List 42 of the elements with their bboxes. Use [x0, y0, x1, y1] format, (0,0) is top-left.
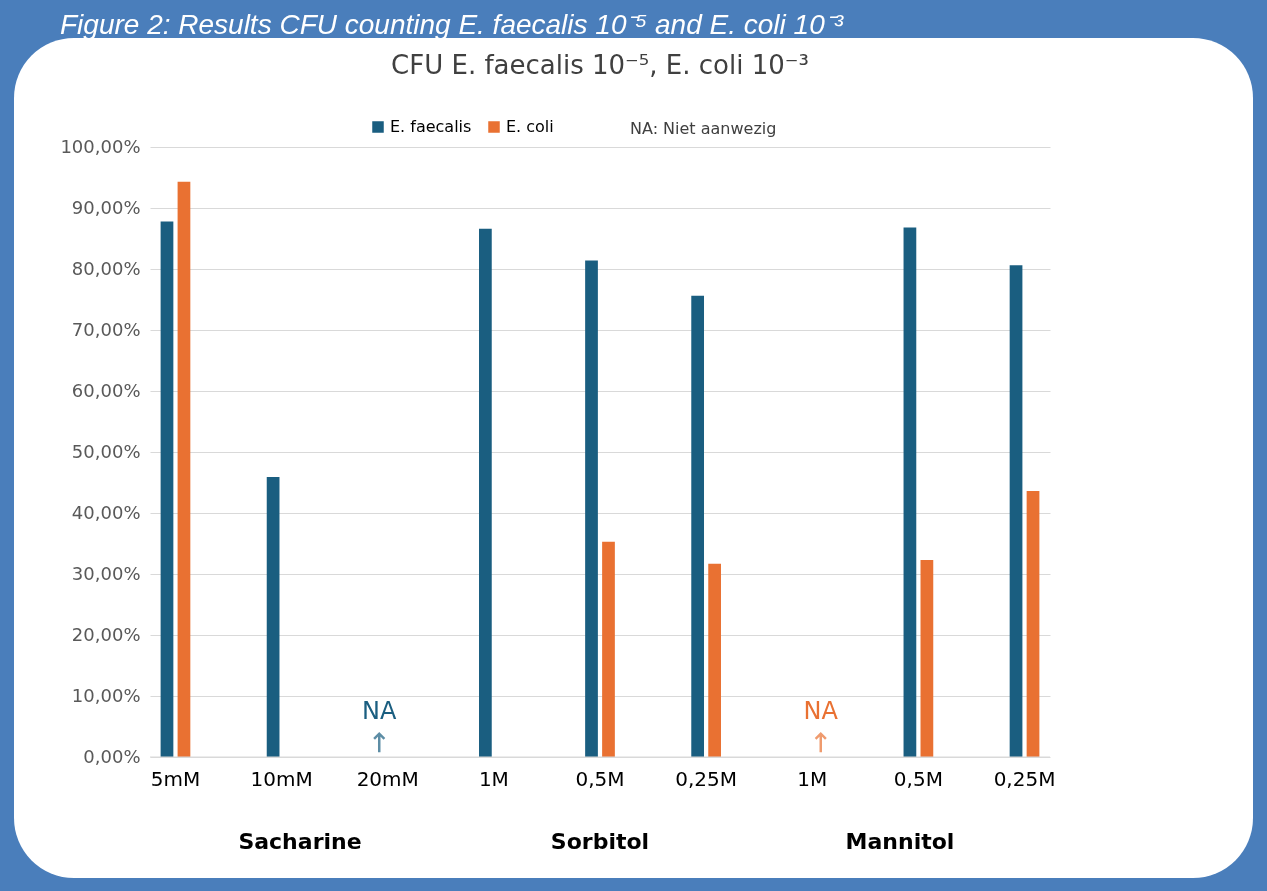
- bar: [920, 559, 934, 757]
- text: NA: Niet aanwezig: [630, 119, 777, 138]
- bar: [266, 477, 280, 757]
- bar: [691, 295, 705, 757]
- legend-label: E. faecalis: [390, 117, 472, 136]
- x-tick-label: 1M: [797, 766, 828, 791]
- bar: [160, 221, 174, 757]
- bar: [1009, 265, 1023, 757]
- x-tick-label: 5mM: [150, 766, 201, 791]
- y-tick-label: 50,00%: [71, 440, 141, 462]
- legend-label: E. coli: [506, 117, 554, 136]
- bar: [479, 228, 492, 757]
- y-tick-label: 40,00%: [71, 501, 141, 523]
- text: Sorbitol: [550, 829, 650, 854]
- y-tick-label: 10,00%: [71, 684, 141, 706]
- bar: [1026, 491, 1040, 757]
- bar: [177, 181, 191, 757]
- chart-subtitle: CFU E. faecalis 10⁻⁵, E. coli 10⁻³: [391, 50, 809, 80]
- text: NA: [362, 697, 397, 725]
- y-tick-label: 60,00%: [71, 379, 141, 401]
- y-tick-label: 100,00%: [60, 135, 141, 157]
- bar: [903, 227, 917, 757]
- x-tick-label: 20mM: [356, 766, 419, 791]
- chart-title: Figure 2: Results CFU counting E. faecalis 10⁻⁵ and E. coli 10⁻³: [59, 8, 845, 40]
- text: Mannitol: [845, 829, 955, 854]
- y-tick-label: 30,00%: [71, 562, 141, 584]
- bar: [585, 260, 598, 757]
- y-tick-label: 70,00%: [71, 318, 141, 340]
- x-tick-label: 0,25M: [993, 766, 1056, 791]
- y-tick-label: 20,00%: [71, 623, 141, 645]
- y-tick-label: 80,00%: [71, 257, 141, 279]
- bar: [708, 563, 721, 757]
- text: NA: [803, 697, 838, 725]
- x-tick-label: 0,5M: [575, 766, 625, 791]
- bar: [602, 541, 615, 757]
- text: Sacharine: [238, 829, 362, 854]
- x-tick-label: 0,5M: [893, 766, 943, 791]
- y-tick-label: 0,00%: [83, 745, 141, 767]
- y-tick-label: 90,00%: [71, 196, 141, 218]
- x-tick-label: 1M: [478, 766, 509, 791]
- x-tick-label: 0,25M: [675, 766, 738, 791]
- x-tick-label: 10mM: [250, 766, 313, 791]
